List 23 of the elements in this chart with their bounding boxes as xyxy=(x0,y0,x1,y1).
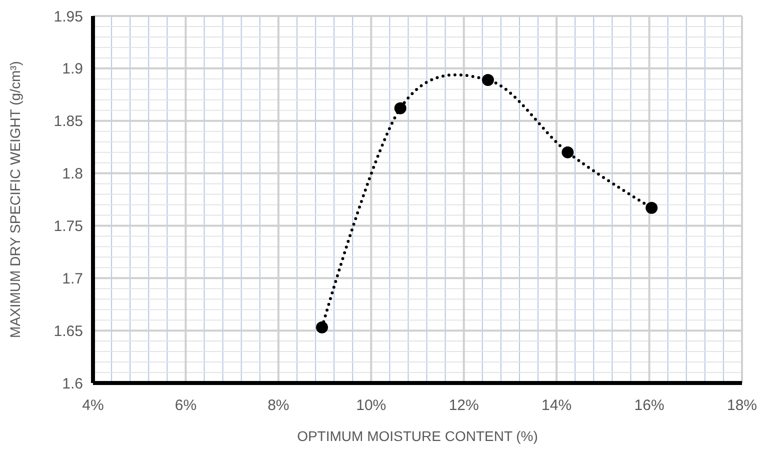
x-tick-label: 18% xyxy=(726,397,758,414)
x-tick-label: 6% xyxy=(174,397,197,414)
x-tick-label: 14% xyxy=(542,397,572,414)
y-tick-label: 1.85 xyxy=(54,113,83,130)
point xyxy=(394,102,406,114)
y-tick-label: 1.7 xyxy=(62,270,83,288)
x-tick-label: 12% xyxy=(448,397,479,414)
y-tick-label: 1.95 xyxy=(54,8,83,26)
y-tick-label: 1.65 xyxy=(54,322,83,340)
point xyxy=(482,74,494,86)
x-tick-label: 10% xyxy=(356,397,386,414)
point xyxy=(562,146,574,158)
x-tick-label: 8% xyxy=(268,397,290,414)
y-axis-title: MAXIMUM DRY SPECIFIC WEIGHT (g/cm³) xyxy=(7,61,23,338)
x-tick-label: 16% xyxy=(634,397,664,414)
x-tick-label: 4% xyxy=(82,397,104,414)
point xyxy=(316,321,328,334)
x-axis-title: OPTIMUM MOISTURE CONTENT (%) xyxy=(297,428,538,444)
y-tick-label: 1.75 xyxy=(54,218,83,235)
point xyxy=(646,202,658,214)
y-tick-label: 1.6 xyxy=(62,375,83,392)
y-tick-label: 1.9 xyxy=(62,60,83,78)
y-tick-label: 1.8 xyxy=(62,166,83,183)
